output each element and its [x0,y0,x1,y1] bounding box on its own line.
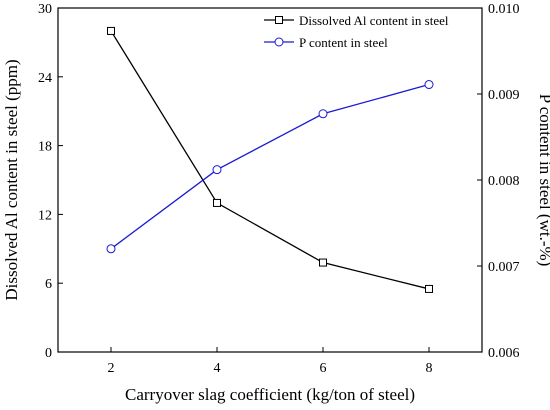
data-point-circle [212,165,222,175]
x-axis-title: Carryover slag coefficient (kg/ton of st… [125,385,415,404]
data-point-circle [318,109,328,119]
data-point-square [425,284,433,293]
y-axis-title: Dissolved Al content in steel (ppm) [2,59,21,300]
y-tick-label: 30 [38,2,52,17]
legend-label-al: Dissolved Al content in steel [299,13,449,28]
x-tick-label: 2 [108,361,115,376]
y2-tick-label: 0.007 [488,260,520,275]
data-point-square [107,26,115,35]
legend-label-p: P content in steel [299,35,388,50]
y-tick-label: 24 [38,71,52,86]
legend-marker-circle [274,37,284,47]
plot-frame [57,7,483,353]
y-tick-label: 18 [38,140,52,155]
series-line-1 [110,83,430,250]
data-point-circle [424,80,434,90]
legend-marker-square [275,16,283,24]
y-tick-label: 6 [45,277,52,292]
y2-tick-label: 0.010 [488,2,520,17]
y2-axis-title: P content in steel (wt.-%) [536,94,550,267]
x-tick-label: 8 [426,361,433,376]
y2-tick-label: 0.006 [488,346,520,361]
legend: Dissolved Al content in steel P content … [264,13,449,50]
data-point-square [319,258,327,267]
x-tick-label: 6 [320,361,327,376]
x-tick-label: 4 [214,361,221,376]
series-layer [106,26,434,293]
y2-tick-label: 0.009 [488,88,520,103]
y2-tick-label: 0.008 [488,174,520,189]
y-tick-label: 12 [38,208,52,223]
data-point-circle [106,244,116,254]
series-line-0 [110,30,430,290]
data-point-square [213,198,221,207]
y-tick-label: 0 [45,346,52,361]
